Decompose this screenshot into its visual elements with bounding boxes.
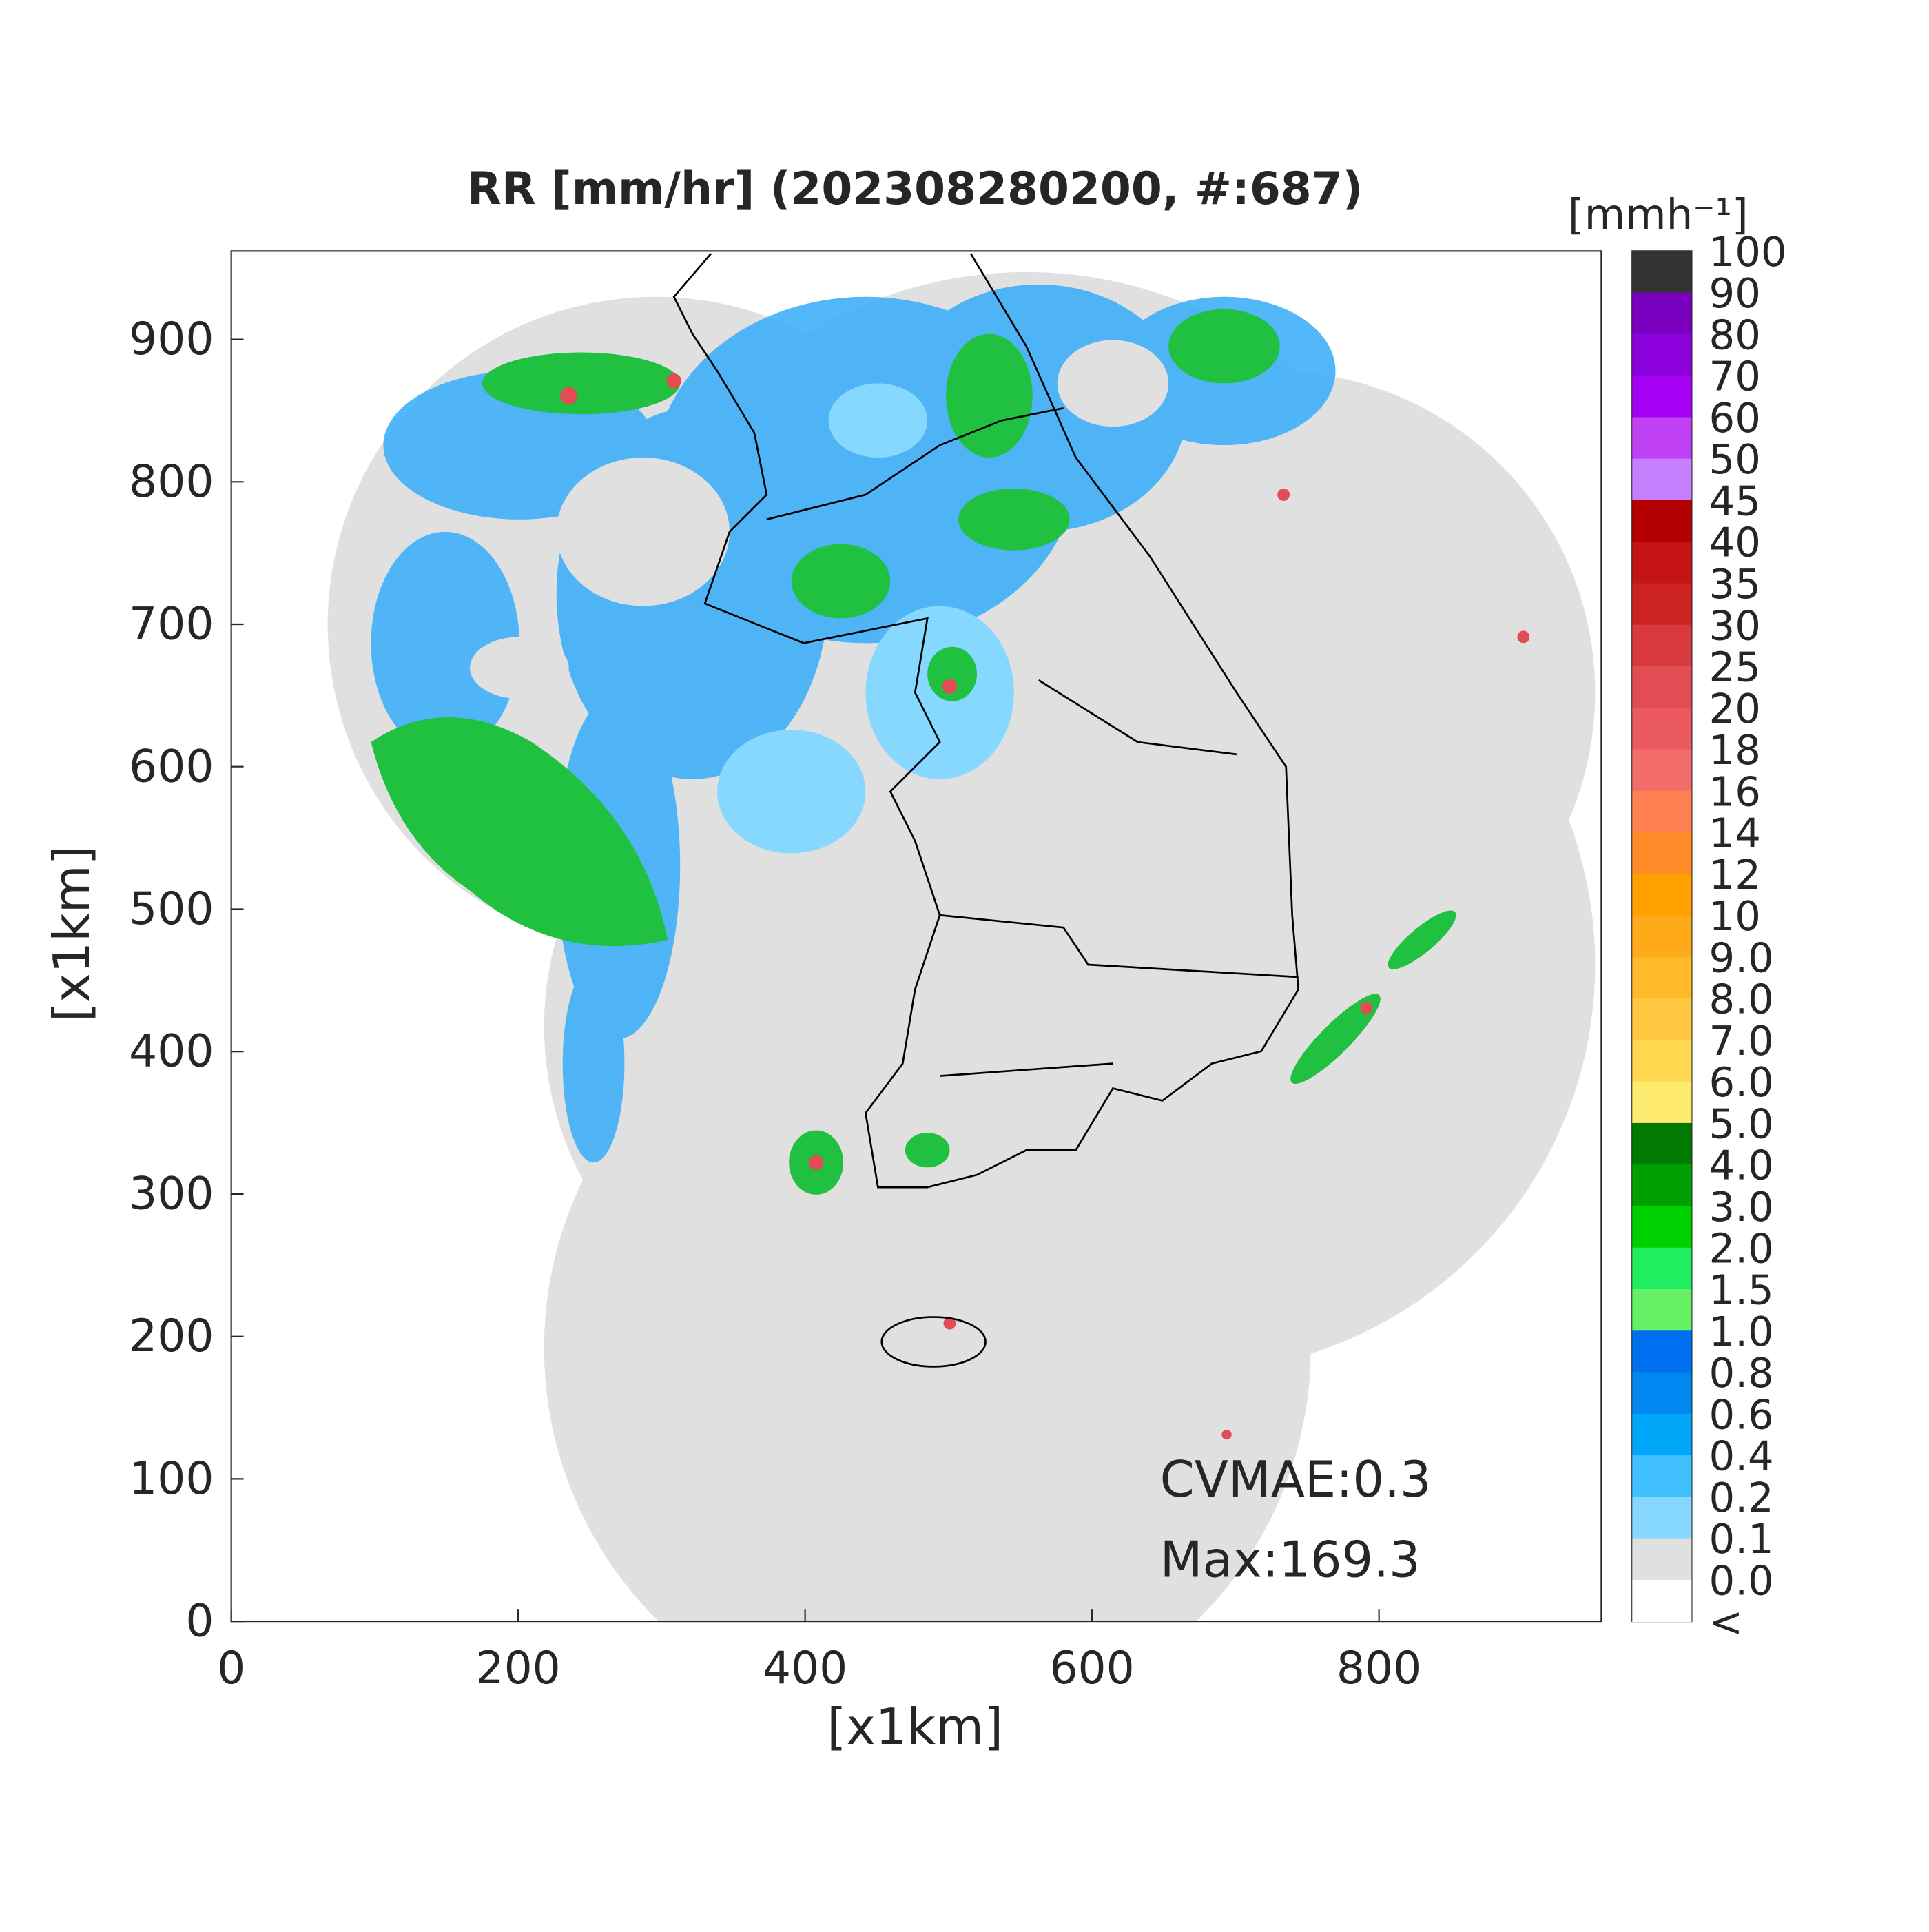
colorbar-box bbox=[1632, 1413, 1692, 1456]
colorbar-box bbox=[1632, 1538, 1692, 1581]
colorbar-label: 8.0 bbox=[1709, 976, 1774, 1023]
colorbar-label: 90 bbox=[1709, 269, 1761, 317]
y-axis-label: [x1km] bbox=[43, 845, 101, 1022]
colorbar-label: 1.5 bbox=[1709, 1266, 1774, 1314]
colorbar-label: 25 bbox=[1709, 644, 1761, 691]
colorbar-label: 14 bbox=[1709, 810, 1761, 857]
y-tick-label: 0 bbox=[185, 1596, 214, 1647]
colorbar-box bbox=[1632, 292, 1692, 335]
colorbar-label: 35 bbox=[1709, 560, 1761, 608]
colorbar-box bbox=[1632, 1579, 1692, 1623]
x-axis-label: [x1km] bbox=[827, 1698, 1003, 1756]
colorbar-label: 0.2 bbox=[1709, 1474, 1774, 1521]
chart-title: RR [mm/hr] (202308280200, #:687) bbox=[467, 163, 1363, 215]
y-tick-label: 400 bbox=[129, 1026, 214, 1078]
colorbar-label: 9.0 bbox=[1709, 934, 1774, 981]
y-tick-label: 800 bbox=[129, 456, 214, 508]
colorbar-label: 0.6 bbox=[1709, 1390, 1774, 1438]
colorbar-unit: [mmh⁻¹] bbox=[1568, 190, 1749, 239]
colorbar-box bbox=[1632, 998, 1692, 1041]
colorbar-label: 18 bbox=[1709, 726, 1761, 774]
colorbar-label: 7.0 bbox=[1709, 1017, 1774, 1065]
colorbar-label: 0.8 bbox=[1709, 1349, 1774, 1397]
y-tick-label: 300 bbox=[129, 1168, 214, 1220]
colorbar-label: 0.1 bbox=[1709, 1515, 1774, 1563]
colorbar-label: 40 bbox=[1709, 519, 1761, 566]
colorbar-label: 12 bbox=[1709, 851, 1761, 898]
colorbar-label: 0.4 bbox=[1709, 1432, 1774, 1480]
x-tick-label: 400 bbox=[763, 1643, 847, 1694]
colorbar-label: 60 bbox=[1709, 394, 1761, 442]
y-tick-label: 600 bbox=[129, 741, 214, 792]
colorbar-box bbox=[1632, 1372, 1692, 1415]
colorbar-label: 50 bbox=[1709, 435, 1761, 483]
colorbar-box bbox=[1632, 1247, 1692, 1290]
colorbar-box bbox=[1632, 708, 1692, 750]
colorbar-label: 45 bbox=[1709, 477, 1761, 524]
colorbar-box bbox=[1632, 1330, 1692, 1373]
plot-frame bbox=[230, 250, 1602, 1623]
colorbar-label: 4.0 bbox=[1709, 1142, 1774, 1189]
colorbar-box bbox=[1632, 1455, 1692, 1498]
colorbar-box bbox=[1632, 251, 1692, 294]
x-tick-label: 200 bbox=[475, 1643, 560, 1694]
colorbar-box bbox=[1632, 1122, 1692, 1166]
colorbar-box bbox=[1632, 542, 1692, 584]
colorbar-label: 0.0 bbox=[1709, 1556, 1774, 1604]
colorbar-box bbox=[1632, 1288, 1692, 1332]
colorbar-label: < bbox=[1709, 1599, 1744, 1646]
colorbar-box bbox=[1632, 1040, 1692, 1082]
colorbar-label: 16 bbox=[1709, 768, 1761, 815]
colorbar-label: 3.0 bbox=[1709, 1183, 1774, 1231]
colorbar-box bbox=[1632, 915, 1692, 958]
y-tick-label: 900 bbox=[129, 314, 214, 365]
x-tick-label: 600 bbox=[1049, 1643, 1134, 1694]
colorbar-box bbox=[1632, 624, 1692, 667]
colorbar-box bbox=[1632, 583, 1692, 626]
colorbar-label: 30 bbox=[1709, 602, 1761, 649]
colorbar-label: 6.0 bbox=[1709, 1058, 1774, 1106]
y-tick-label: 700 bbox=[129, 599, 214, 650]
colorbar-label: 100 bbox=[1709, 228, 1787, 276]
annotation: CVMAE:0.3 bbox=[1160, 1450, 1432, 1508]
x-tick-label: 0 bbox=[217, 1643, 245, 1694]
colorbar-box bbox=[1632, 376, 1692, 418]
colorbar-box bbox=[1632, 1164, 1692, 1207]
annotation: Max:169.3 bbox=[1160, 1530, 1421, 1588]
colorbar-label: 10 bbox=[1709, 892, 1761, 940]
colorbar-box bbox=[1632, 666, 1692, 709]
colorbar-box bbox=[1632, 458, 1692, 501]
radar-field bbox=[327, 253, 1596, 1622]
colorbar-box bbox=[1632, 832, 1692, 875]
colorbar-box bbox=[1632, 1206, 1692, 1248]
colorbar-box bbox=[1632, 500, 1692, 543]
colorbar-box bbox=[1632, 956, 1692, 1000]
y-tick-label: 200 bbox=[129, 1311, 214, 1362]
colorbar-box bbox=[1632, 790, 1692, 833]
colorbar-label: 80 bbox=[1709, 311, 1761, 358]
colorbar-label: 5.0 bbox=[1709, 1100, 1774, 1147]
x-tick-label: 800 bbox=[1337, 1643, 1421, 1694]
y-tick-label: 100 bbox=[129, 1453, 214, 1505]
colorbar-label: 1.0 bbox=[1709, 1308, 1774, 1355]
colorbar-box bbox=[1632, 333, 1692, 377]
colorbar-box bbox=[1632, 417, 1692, 460]
colorbar-box bbox=[1632, 1081, 1692, 1124]
colorbar-box bbox=[1632, 874, 1692, 916]
colorbar-label: 20 bbox=[1709, 685, 1761, 732]
colorbar-label: 70 bbox=[1709, 353, 1761, 400]
colorbar-label: 2.0 bbox=[1709, 1224, 1774, 1272]
colorbar-box bbox=[1632, 1497, 1692, 1539]
y-tick-label: 500 bbox=[129, 883, 214, 935]
colorbar-box bbox=[1632, 749, 1692, 792]
